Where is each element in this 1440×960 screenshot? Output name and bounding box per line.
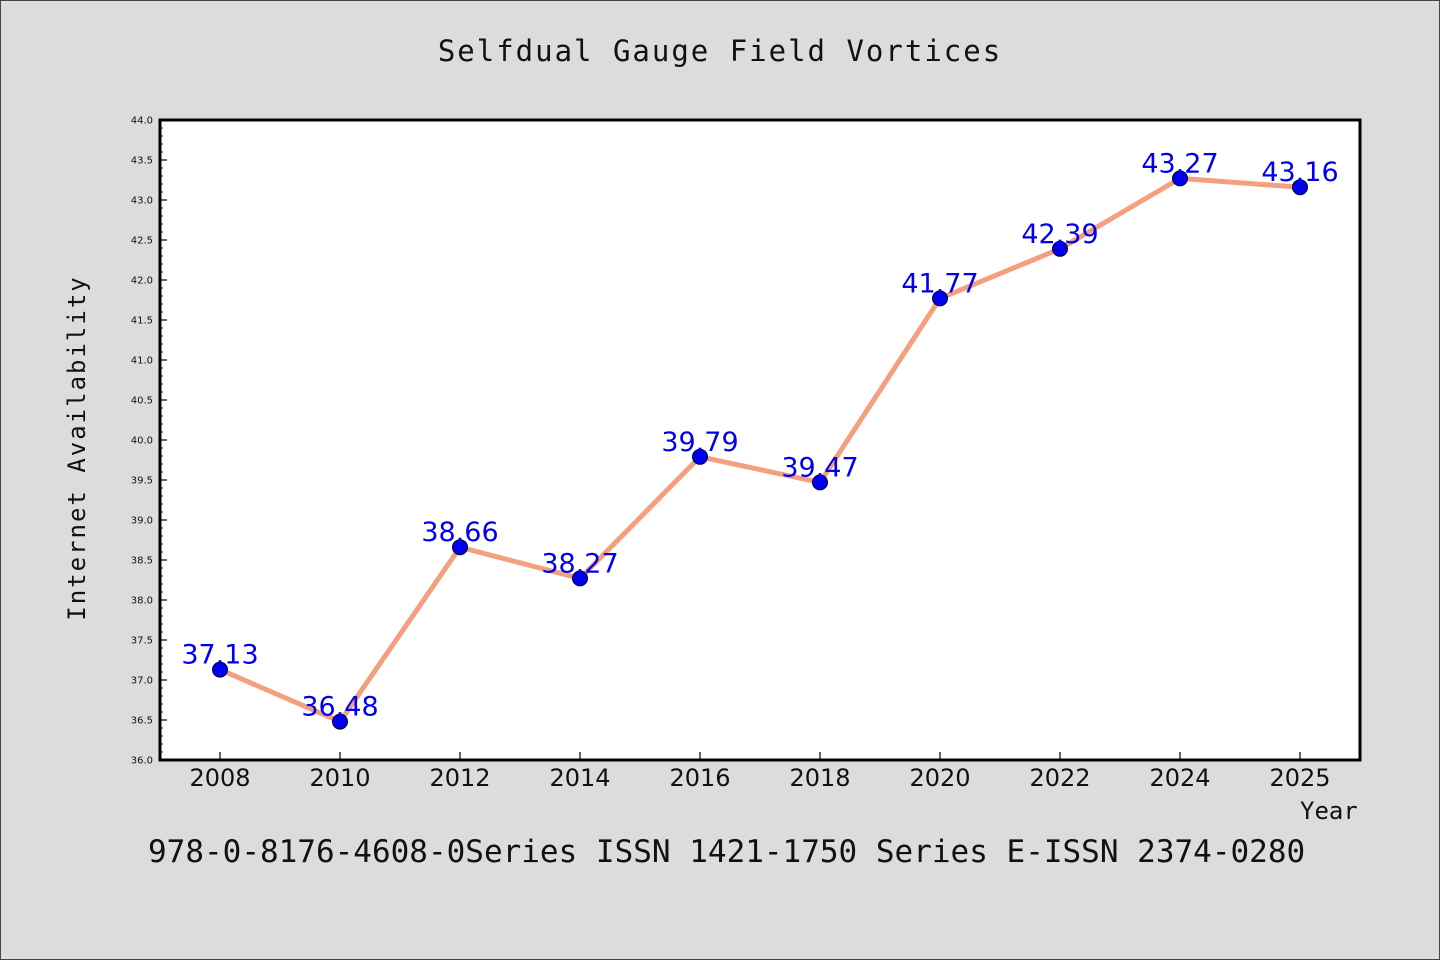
x-tick-label: 2022 [1029,764,1090,792]
plot-area [158,118,1362,762]
data-point-marker [812,474,828,491]
data-label: 37.13 [181,640,258,671]
y-tick-label: 41.5 [131,316,153,327]
y-tick-label: 39.0 [131,516,153,527]
chart-title: Selfdual Gauge Field Vortices [437,34,1003,68]
data-point-marker [692,448,708,465]
x-tick-label: 2016 [669,764,730,792]
y-tick-label: 36.5 [131,716,153,727]
x-tick-label: 2020 [909,764,970,792]
x-tick-label: 2018 [789,764,850,792]
data-point-marker [452,539,468,556]
data-label: 41.77 [901,268,978,299]
y-tick-label: 38.0 [131,596,153,607]
data-point-marker [932,290,948,307]
series-line [217,175,1303,725]
x-tick-label: 2010 [309,764,370,792]
y-tick-label: 36.0 [131,756,153,767]
y-axis-label: Internet Availability [63,275,91,621]
data-label: 38.27 [541,548,618,579]
y-tick-label: 43.5 [131,156,153,167]
y-tick-label: 44.0 [131,116,153,127]
data-point-marker [1052,240,1068,257]
data-label: 43.27 [1141,148,1218,179]
x-tick-label: 2014 [549,764,610,792]
data-point-marker [332,713,348,730]
y-tick-label: 38.5 [131,556,153,567]
data-label: 43.16 [1261,157,1338,188]
data-label: 38.66 [421,517,498,548]
x-tick-label: 2024 [1149,764,1210,792]
footer-isbn-note: 978-0-8176-4608-0Series ISSN 1421-1750 S… [148,834,1306,870]
data-point-marker [572,570,588,587]
y-tick-label: 43.0 [131,196,153,207]
y-tick-label: 37.5 [131,636,153,647]
data-point-marker [212,661,228,678]
y-tick-label: 42.0 [131,276,153,287]
y-tick-label: 40.5 [131,396,153,407]
data-label: 36.48 [301,692,378,723]
y-tick-label: 40.0 [131,436,153,447]
data-point-marker [1172,170,1188,187]
x-tick-label: 2008 [189,764,250,792]
data-label: 39.47 [781,452,858,483]
y-tick-label: 42.5 [131,236,153,247]
data-point-marker [1292,179,1308,196]
x-tick-label: 2025 [1269,764,1330,792]
x-axis-label: Year [1300,797,1358,825]
data-label: 39.79 [661,427,738,458]
y-tick-label: 41.0 [131,356,153,367]
data-label: 42.39 [1021,219,1098,250]
y-tick-label: 37.0 [131,676,153,687]
x-tick-label: 2012 [429,764,490,792]
y-tick-label: 39.5 [131,476,153,487]
